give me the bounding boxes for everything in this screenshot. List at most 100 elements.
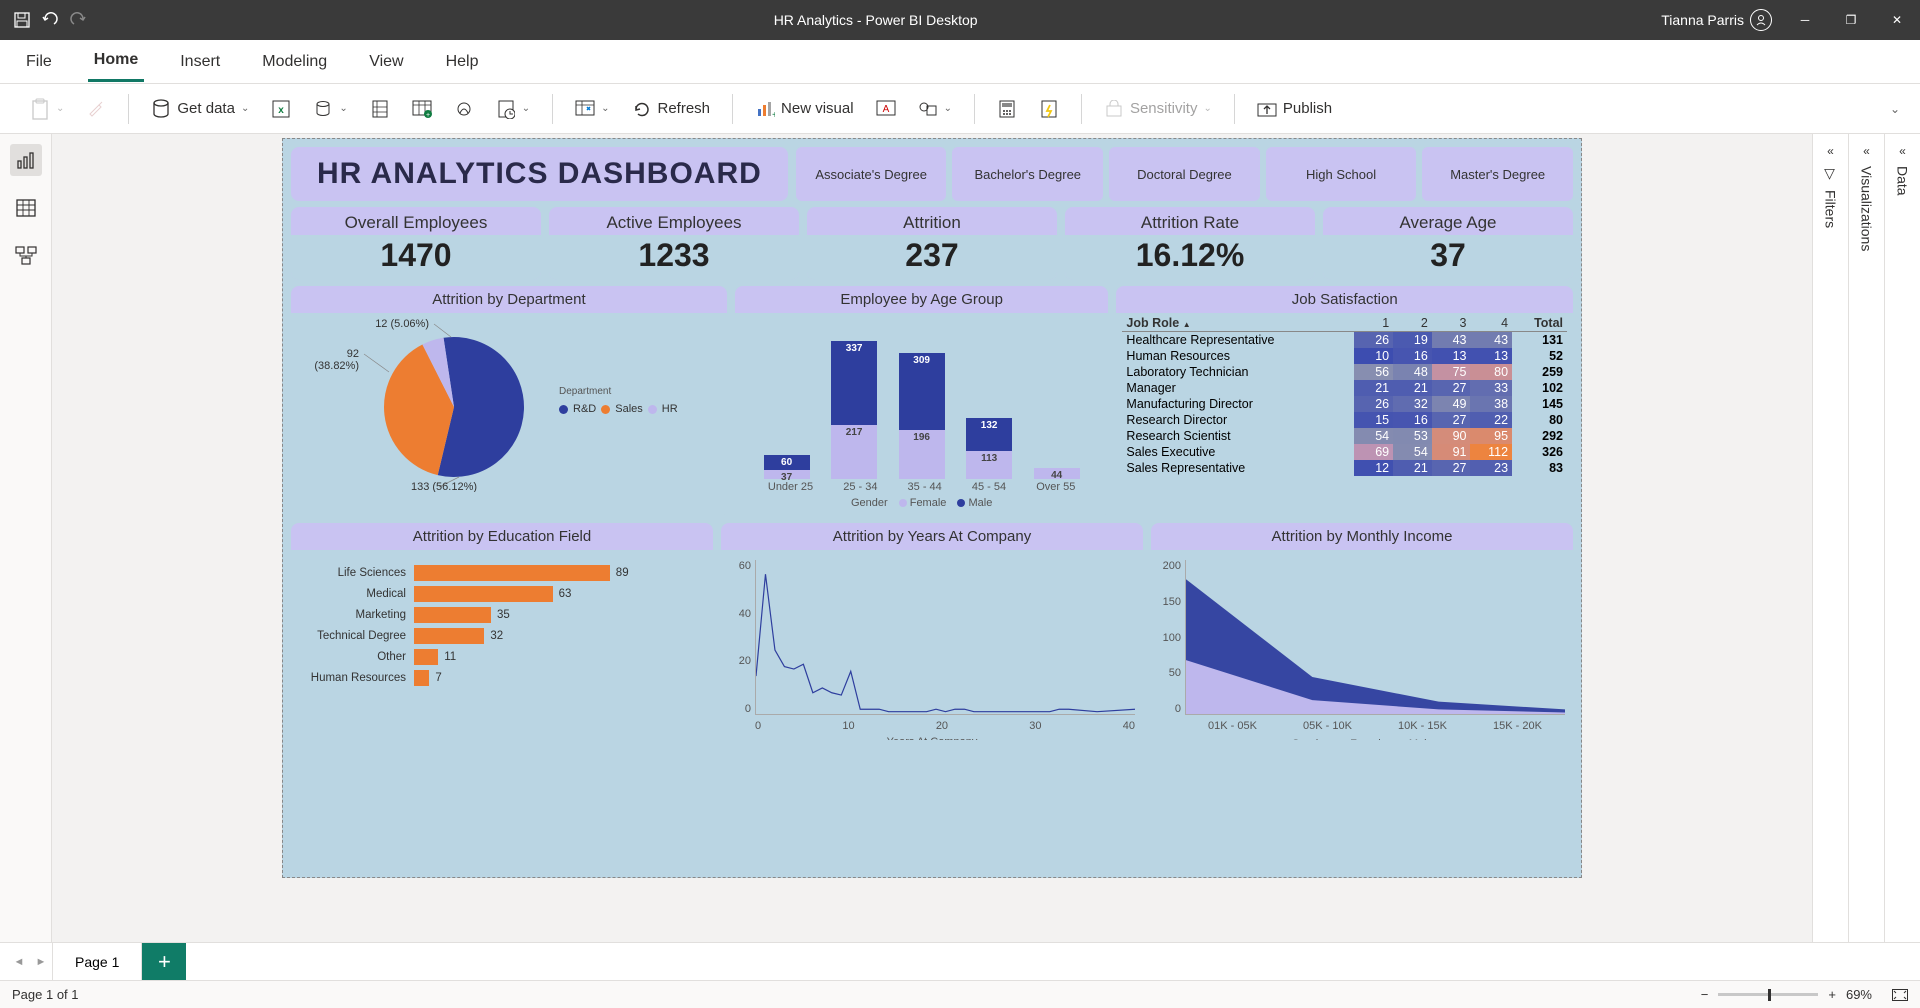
kpi-value: 1233 <box>549 235 799 280</box>
new-visual-button[interactable]: +New visual <box>749 95 860 123</box>
filters-pane[interactable]: «▽Filters <box>1812 134 1848 942</box>
datahub-button[interactable]: ⌄ <box>307 95 353 123</box>
edu-title: Attrition by Education Field <box>291 523 713 550</box>
more-visuals-button[interactable]: ⌄ <box>912 95 958 123</box>
page-next-button[interactable]: ► <box>30 951 52 973</box>
data-view-button[interactable] <box>10 192 42 224</box>
refresh-button[interactable]: Refresh <box>626 95 717 123</box>
enter-data-icon: + <box>412 99 432 119</box>
status-page: Page 1 of 1 <box>12 987 79 1002</box>
excel-source-button[interactable]: x <box>265 95 297 123</box>
format-painter-button[interactable] <box>80 95 112 123</box>
hbar-row: Technical Degree32 <box>299 628 705 644</box>
paste-button[interactable]: ⌄ <box>24 95 70 123</box>
ribbon-toolbar: ⌄ Get data⌄ x ⌄ + ⌄ ⌄ Refresh +New visua… <box>0 84 1920 134</box>
zoom-level: 69% <box>1846 987 1872 1002</box>
undo-icon[interactable] <box>40 10 60 30</box>
new-measure-button[interactable] <box>991 95 1023 123</box>
years-line-visual[interactable]: Attrition by Years At Company 6040200 01… <box>721 523 1143 740</box>
publish-icon <box>1257 99 1277 119</box>
tab-help[interactable]: Help <box>440 43 485 81</box>
tab-view[interactable]: View <box>363 43 409 81</box>
slicer-option[interactable]: Master's Degree <box>1422 147 1573 201</box>
fit-page-button[interactable] <box>1892 989 1908 1001</box>
transform-data-button[interactable]: ⌄ <box>569 95 615 123</box>
income-area-chart <box>1186 560 1565 714</box>
age-bar-visual[interactable]: Employee by Age Group 376021733719630911… <box>735 286 1109 517</box>
svg-text:A: A <box>882 104 889 115</box>
kpi-label: Attrition <box>807 207 1057 235</box>
transform-icon <box>575 99 595 119</box>
sensitivity-button[interactable]: Sensitivity⌄ <box>1098 95 1218 123</box>
svg-text:+: + <box>426 112 430 118</box>
edu-bar-visual[interactable]: Attrition by Education Field Life Scienc… <box>291 523 713 740</box>
data-pane[interactable]: «Data <box>1884 134 1920 942</box>
kpi-card[interactable]: Overall Employees1470 <box>291 207 541 280</box>
kpi-card[interactable]: Attrition Rate16.12% <box>1065 207 1315 280</box>
recent-icon <box>496 99 516 119</box>
zoom-in-button[interactable]: + <box>1828 987 1836 1002</box>
side-panes: «▽Filters «Visualizations «Data <box>1812 134 1920 942</box>
pie-visual[interactable]: Attrition by Department 12 (5.06%)92(38.… <box>291 286 727 517</box>
hbar-row: Medical63 <box>299 586 705 602</box>
refresh-label: Refresh <box>658 100 711 117</box>
model-view-button[interactable] <box>10 240 42 272</box>
text-box-button[interactable]: A <box>870 95 902 123</box>
get-data-button[interactable]: Get data⌄ <box>145 95 255 123</box>
hbar-row: Marketing35 <box>299 607 705 623</box>
enter-data-button[interactable]: + <box>406 95 438 123</box>
slicer-option[interactable]: Doctoral Degree <box>1109 147 1260 201</box>
kpi-card[interactable]: Average Age37 <box>1323 207 1573 280</box>
matrix-title: Job Satisfaction <box>1116 286 1573 313</box>
minimize-button[interactable]: ─ <box>1782 0 1828 40</box>
quick-measure-button[interactable] <box>1033 95 1065 123</box>
ribbon-collapse-icon[interactable]: ⌄ <box>1890 102 1906 116</box>
maximize-button[interactable]: ❐ <box>1828 0 1874 40</box>
zoom-out-button[interactable]: − <box>1701 987 1709 1002</box>
age-title: Employee by Age Group <box>735 286 1109 313</box>
excel-icon: x <box>271 99 291 119</box>
kpi-card[interactable]: Attrition237 <box>807 207 1057 280</box>
shapes-icon <box>918 99 938 119</box>
svg-text:(38.82%): (38.82%) <box>314 360 359 372</box>
close-button[interactable]: ✕ <box>1874 0 1920 40</box>
pie-title: Attrition by Department <box>291 286 727 313</box>
get-data-label: Get data <box>177 100 235 117</box>
hbar-row: Other11 <box>299 649 705 665</box>
visualizations-pane[interactable]: «Visualizations <box>1848 134 1884 942</box>
report-view-button[interactable] <box>10 144 42 176</box>
tab-modeling[interactable]: Modeling <box>256 43 333 81</box>
redo-icon[interactable] <box>68 10 88 30</box>
slicer-option[interactable]: Associate's Degree <box>796 147 947 201</box>
pie-legend: Department R&DSalesHR <box>559 383 678 421</box>
sql-source-button[interactable] <box>364 95 396 123</box>
report-canvas[interactable]: HR ANALYTICS DASHBOARD Associate's Degre… <box>282 138 1582 878</box>
save-icon[interactable] <box>12 10 32 30</box>
kpi-card[interactable]: Active Employees1233 <box>549 207 799 280</box>
page-tab[interactable]: Page 1 <box>52 943 142 980</box>
dataverse-button[interactable] <box>448 95 480 123</box>
pie-chart: 12 (5.06%)92(38.82%)133 (56.12%) <box>299 312 559 492</box>
tab-file[interactable]: File <box>20 43 58 81</box>
user-area[interactable]: Tianna Parris <box>1651 9 1782 31</box>
textbox-icon: A <box>876 99 896 119</box>
tab-home[interactable]: Home <box>88 41 144 82</box>
years-title: Attrition by Years At Company <box>721 523 1143 550</box>
zoom-slider[interactable] <box>1718 993 1818 996</box>
publish-button[interactable]: Publish <box>1251 95 1338 123</box>
clipboard-icon <box>30 99 50 119</box>
page-prev-button[interactable]: ◄ <box>8 951 30 973</box>
add-page-button[interactable]: + <box>142 943 186 980</box>
matrix-visual[interactable]: Job Satisfaction Job Role ▲1234TotalHeal… <box>1116 286 1573 517</box>
slicer-option[interactable]: Bachelor's Degree <box>952 147 1103 201</box>
report-canvas-area[interactable]: HR ANALYTICS DASHBOARD Associate's Degre… <box>52 134 1812 942</box>
hbar-row: Human Resources7 <box>299 670 705 686</box>
kpi-value: 237 <box>807 235 1057 280</box>
slicer-option[interactable]: High School <box>1266 147 1417 201</box>
age-bars: 376021733719630911313244 <box>743 319 1101 479</box>
svg-text:x: x <box>279 105 285 116</box>
income-area-visual[interactable]: Attrition by Monthly Income 200150100500… <box>1151 523 1573 740</box>
recent-sources-button[interactable]: ⌄ <box>490 95 536 123</box>
tab-insert[interactable]: Insert <box>174 43 226 81</box>
years-line-chart <box>756 560 1135 714</box>
